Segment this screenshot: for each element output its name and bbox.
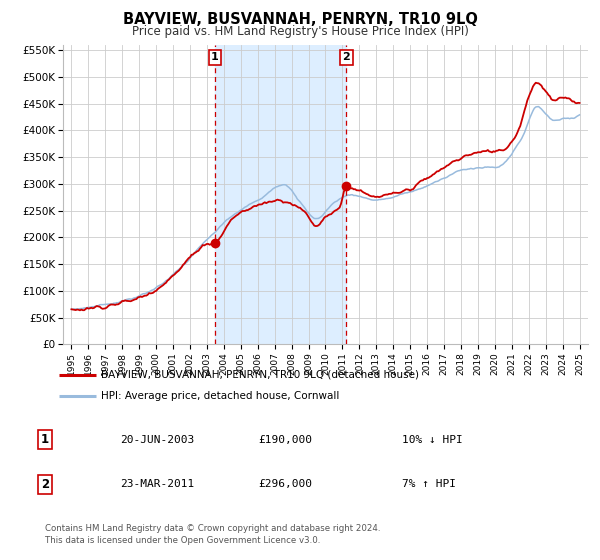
Bar — [215, 45, 346, 344]
Text: BAYVIEW, BUSVANNAH, PENRYN, TR10 9LQ (detached house): BAYVIEW, BUSVANNAH, PENRYN, TR10 9LQ (de… — [101, 370, 419, 380]
Text: HPI: Average price, detached house, Cornwall: HPI: Average price, detached house, Corn… — [101, 391, 339, 401]
Text: 2: 2 — [41, 478, 49, 491]
Text: 7% ↑ HPI: 7% ↑ HPI — [402, 479, 456, 489]
Text: 23-MAR-2011: 23-MAR-2011 — [120, 479, 194, 489]
Text: BAYVIEW, BUSVANNAH, PENRYN, TR10 9LQ: BAYVIEW, BUSVANNAH, PENRYN, TR10 9LQ — [122, 12, 478, 27]
Text: 20-JUN-2003: 20-JUN-2003 — [120, 435, 194, 445]
Text: Price paid vs. HM Land Registry's House Price Index (HPI): Price paid vs. HM Land Registry's House … — [131, 25, 469, 38]
Text: This data is licensed under the Open Government Licence v3.0.: This data is licensed under the Open Gov… — [45, 536, 320, 545]
Text: £296,000: £296,000 — [258, 479, 312, 489]
Text: £190,000: £190,000 — [258, 435, 312, 445]
Text: 1: 1 — [41, 433, 49, 446]
Text: 1: 1 — [211, 53, 219, 62]
Text: Contains HM Land Registry data © Crown copyright and database right 2024.: Contains HM Land Registry data © Crown c… — [45, 524, 380, 533]
Text: 2: 2 — [343, 53, 350, 62]
Text: 10% ↓ HPI: 10% ↓ HPI — [402, 435, 463, 445]
